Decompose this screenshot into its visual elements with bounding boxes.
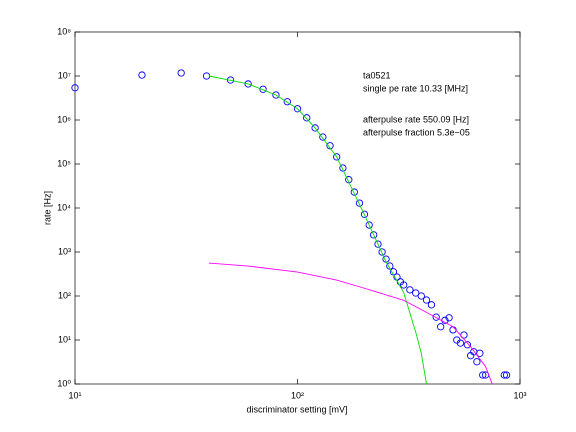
data-point	[71, 84, 79, 92]
x-tick-label: 10¹	[68, 390, 81, 400]
data-point	[283, 98, 291, 106]
data-point	[473, 358, 481, 366]
x-tick-label: 10³	[513, 390, 526, 400]
y-tick-label: 10²	[58, 290, 71, 300]
data-point	[400, 281, 408, 289]
y-tick-label: 10⁸	[57, 26, 71, 36]
data-point	[417, 292, 425, 300]
data-point	[319, 133, 327, 141]
data-point	[360, 210, 369, 218]
data-point	[259, 85, 267, 93]
data-point	[244, 80, 252, 88]
y-tick-label: 10¹	[58, 334, 71, 344]
data-point	[476, 349, 484, 357]
data-point	[272, 91, 280, 99]
data-point	[427, 301, 436, 309]
annotation: ta0521	[363, 70, 391, 80]
y-tick-label: 10⁴	[57, 202, 71, 212]
y-tick-label: 10³	[58, 246, 71, 256]
y-axis-label: rate [Hz]	[42, 191, 52, 225]
annotation: single pe rate 10.33 [MHz]	[363, 83, 468, 93]
data-point	[445, 314, 453, 322]
y-tick-label: 10⁵	[57, 158, 71, 168]
data-point	[333, 153, 341, 161]
data-point	[365, 221, 373, 229]
data-point	[350, 188, 358, 196]
data-point	[502, 371, 511, 379]
data-point	[311, 124, 319, 132]
plot-area	[74, 31, 521, 385]
data-point	[422, 296, 431, 304]
x-tick-label: 10²	[291, 390, 304, 400]
fit-curve	[208, 75, 427, 385]
data-point	[370, 231, 378, 239]
y-tick-label: 10⁷	[58, 70, 71, 80]
annotation: afterpulse rate 550.09 [Hz]	[363, 114, 469, 124]
y-tick-label: 10⁶	[57, 114, 71, 124]
data-point	[456, 339, 465, 347]
y-tick-label: 10⁰	[57, 378, 71, 388]
data-point	[437, 323, 445, 331]
data-point	[326, 142, 334, 150]
data-point	[463, 341, 472, 349]
data-point	[412, 289, 420, 297]
annotation: afterpulse fraction 5.3e−05	[363, 127, 470, 137]
data-point	[355, 199, 364, 207]
data-point	[406, 286, 414, 294]
fit-curve	[208, 262, 493, 385]
data-point	[339, 164, 347, 172]
data-point	[374, 240, 382, 248]
x-axis-label: discriminator setting [mV]	[246, 404, 347, 414]
data-point	[432, 313, 440, 321]
data-point	[293, 105, 302, 113]
data-point	[303, 114, 311, 122]
data-point	[177, 69, 185, 77]
data-point	[378, 248, 386, 256]
data-point	[479, 371, 487, 379]
data-point	[138, 71, 146, 79]
data-point	[500, 371, 508, 379]
